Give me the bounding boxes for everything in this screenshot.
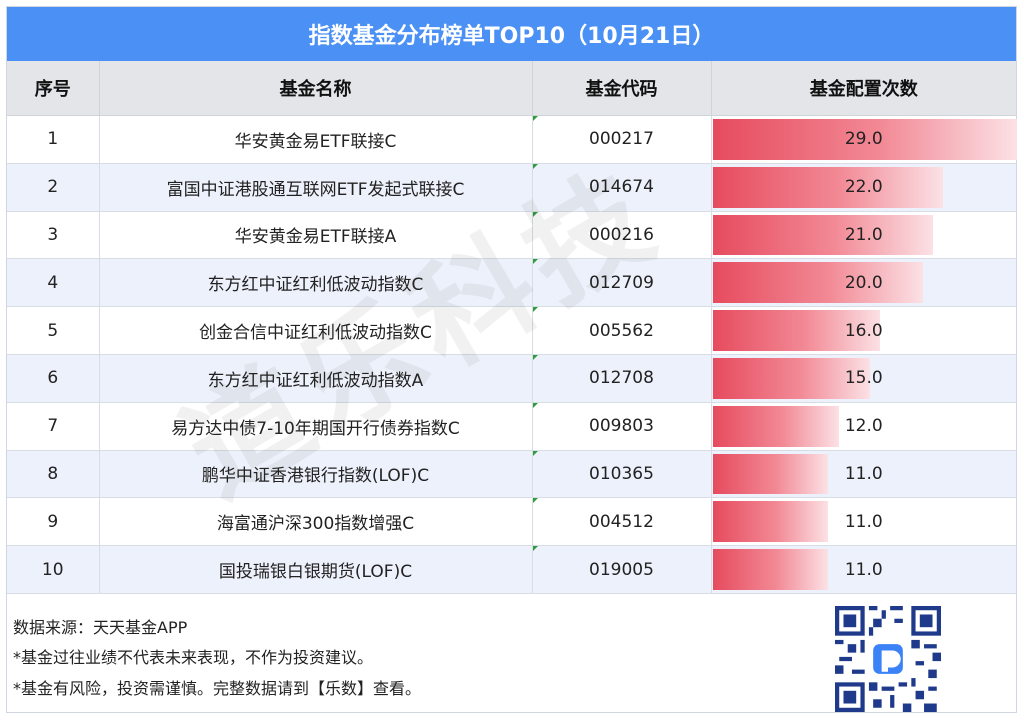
- count-value-label: 15.0: [844, 368, 883, 389]
- allocation-count-cell: 29.0: [711, 115, 1017, 164]
- rank-cell: 5: [7, 306, 100, 355]
- count-value-label: 29.0: [844, 129, 883, 150]
- fund-code-cell: 009803: [532, 402, 712, 451]
- table-row: 8 鹏华中证香港银行指数(LOF)C 010365 11.0: [7, 450, 1016, 499]
- rank-cell: 10: [7, 545, 100, 594]
- column-header-code: 基金代码: [532, 61, 712, 116]
- page-title: 指数基金分布榜单TOP10（10月21日）: [7, 7, 1016, 61]
- count-value-label: 21.0: [844, 224, 883, 245]
- count-value-label: 20.0: [844, 272, 883, 293]
- rank-cell: 1: [7, 115, 100, 164]
- rank-cell: 3: [7, 211, 100, 260]
- count-bar: [712, 262, 923, 304]
- fund-name-cell: 国投瑞银白银期货(LOF)C: [99, 545, 533, 594]
- fund-code-cell: 000216: [532, 211, 712, 260]
- count-value-label: 11.0: [844, 511, 883, 532]
- data-source-text: 数据来源：天天基金APP: [13, 618, 188, 637]
- allocation-count-cell: 16.0: [711, 306, 1016, 355]
- fund-name-cell: 华安黄金易ETF联接C: [99, 115, 533, 164]
- count-bar: [712, 453, 828, 495]
- count-bar: [712, 357, 870, 399]
- allocation-count-cell: 22.0: [711, 163, 1016, 212]
- table-body: 1 华安黄金易ETF联接C 000217 29.0 2 富国中证港股通互联网ETF发起式联…: [7, 115, 1017, 594]
- fund-code-cell: 012709: [532, 258, 712, 308]
- rank-cell: 9: [7, 497, 100, 547]
- table-row: 9 海富通沪深300指数增强C 004512 11.0: [7, 497, 1016, 547]
- fund-name-cell: 海富通沪深300指数增强C: [99, 497, 533, 547]
- column-header-count: 基金配置次数: [711, 61, 1016, 116]
- rank-cell: 8: [7, 450, 100, 499]
- fund-code-cell: 005562: [532, 306, 712, 355]
- count-bar: [712, 119, 1017, 160]
- fund-name-cell: 东方红中证红利低波动指数A: [99, 354, 533, 403]
- count-value-label: 11.0: [844, 559, 883, 580]
- fund-name-cell: 富国中证港股通互联网ETF发起式联接C: [99, 163, 533, 212]
- ranking-card: 指数基金分布榜单TOP10（10月21日） 序号 基金名称 基金代码 基金配置次…: [6, 6, 1017, 713]
- table-row: 6 东方红中证红利低波动指数A 012708 15.0: [7, 354, 1016, 403]
- fund-name-cell: 华安黄金易ETF联接A: [99, 211, 533, 260]
- count-value-label: 16.0: [844, 320, 883, 341]
- column-header-name: 基金名称: [99, 61, 533, 116]
- column-header-rank: 序号: [7, 61, 100, 116]
- allocation-count-cell: 20.0: [711, 258, 1016, 308]
- table-row: 2 富国中证港股通互联网ETF发起式联接C 014674 22.0: [7, 163, 1016, 212]
- count-value-label: 22.0: [844, 177, 883, 198]
- fund-code-cell: 000217: [532, 115, 712, 164]
- allocation-count-cell: 15.0: [711, 354, 1016, 403]
- table-row: 10 国投瑞银白银期货(LOF)C 019005 11.0: [7, 545, 1016, 594]
- rank-cell: 7: [7, 402, 100, 451]
- count-bar: [712, 166, 944, 208]
- rank-cell: 2: [7, 163, 100, 212]
- disclaimer-line-1: *基金过往业绩不代表未来表现，不作为投资建议。: [13, 648, 374, 667]
- allocation-count-cell: 21.0: [711, 211, 1016, 260]
- table-row: 7 易方达中债7-10年期国开行债券指数C 009803 12.0: [7, 402, 1016, 451]
- allocation-count-cell: 12.0: [711, 402, 1016, 451]
- fund-code-cell: 010365: [532, 450, 712, 499]
- allocation-count-cell: 11.0: [711, 497, 1016, 547]
- disclaimer-line-2: *基金有风险，投资需谨慎。完整数据请到【乐数】查看。: [13, 679, 422, 698]
- allocation-count-cell: 11.0: [711, 450, 1016, 499]
- fund-code-cell: 004512: [532, 497, 712, 547]
- count-bar: [712, 310, 881, 351]
- rank-cell: 4: [7, 258, 100, 308]
- count-bar: [712, 501, 828, 543]
- fund-name-cell: 易方达中债7-10年期国开行债券指数C: [99, 402, 533, 451]
- count-bar: [712, 405, 839, 447]
- count-bar: [712, 549, 828, 590]
- qr-code-icon: [835, 606, 941, 712]
- fund-code-cell: 019005: [532, 545, 712, 594]
- table-header-row: 序号 基金名称 基金代码 基金配置次数: [7, 61, 1016, 116]
- fund-name-cell: 鹏华中证香港银行指数(LOF)C: [99, 450, 533, 499]
- table-row: 3 华安黄金易ETF联接A 000216 21.0: [7, 211, 1016, 260]
- table-row: 1 华安黄金易ETF联接C 000217 29.0: [7, 115, 1017, 164]
- fund-name-cell: 创金合信中证红利低波动指数C: [99, 306, 533, 355]
- footer: 数据来源：天天基金APP *基金过往业绩不代表未来表现，不作为投资建议。 *基金…: [7, 596, 1016, 713]
- fund-name-cell: 东方红中证红利低波动指数C: [99, 258, 533, 308]
- fund-code-cell: 014674: [532, 163, 712, 212]
- count-value-label: 11.0: [844, 463, 883, 484]
- allocation-count-cell: 11.0: [711, 545, 1016, 594]
- fund-code-cell: 012708: [532, 354, 712, 403]
- fund-table: 序号 基金名称 基金代码 基金配置次数 1 华安黄金易ETF联接C 000217 29…: [7, 61, 1017, 594]
- count-bar: [712, 214, 933, 256]
- count-value-label: 12.0: [844, 416, 883, 437]
- rank-cell: 6: [7, 354, 100, 403]
- table-row: 5 创金合信中证红利低波动指数C 005562 16.0: [7, 306, 1016, 355]
- table-row: 4 东方红中证红利低波动指数C 012709 20.0: [7, 258, 1016, 308]
